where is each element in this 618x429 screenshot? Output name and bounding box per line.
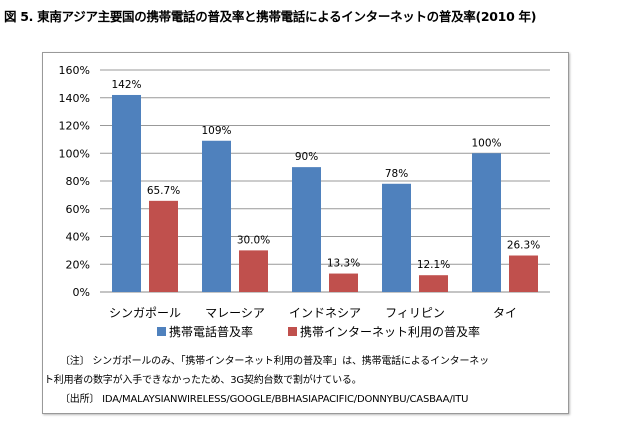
data-label: 100% — [471, 137, 501, 149]
bar-mobile — [202, 140, 231, 292]
chart-frame — [42, 52, 569, 414]
legend-label: 携帯インターネット利用の普及率 — [300, 324, 480, 339]
x-tick-label: マレーシア — [205, 306, 265, 320]
bar-internet — [509, 255, 538, 292]
bar-mobile — [292, 167, 321, 292]
y-tick-label: 0% — [73, 286, 90, 299]
note-line-1: 〔注〕 シンガポールのみ、「携帯インターネット利用の普及率」は、携帯電話によるイ… — [60, 356, 489, 367]
data-label: 90% — [295, 151, 318, 163]
y-tick-label: 40% — [66, 231, 90, 244]
x-tick-label: タイ — [493, 306, 517, 320]
figure-title: 図 5. 東南アジア主要国の携帯電話の普及率と携帯電話によるインターネットの普及… — [4, 9, 537, 24]
bar-internet — [239, 250, 268, 292]
bar-mobile — [472, 153, 501, 292]
legend-label: 携帯電話普及率 — [169, 324, 253, 339]
bar-internet — [419, 275, 448, 292]
x-tick-label: インドネシア — [289, 306, 361, 320]
y-tick-label: 140% — [59, 92, 90, 105]
x-tick-label: フィリピン — [385, 306, 445, 320]
legend-swatch — [157, 327, 166, 336]
y-tick-label: 80% — [66, 175, 90, 188]
data-label: 78% — [385, 168, 408, 180]
data-label: 30.0% — [237, 234, 270, 246]
y-tick-label: 60% — [66, 203, 90, 216]
source-note: 〔出所〕 IDA/MALAYSIANWIRELESS/GOOGLE/BBHASI… — [60, 394, 469, 405]
data-label: 65.7% — [147, 185, 180, 197]
x-tick-label: シンガポール — [109, 306, 181, 320]
bar-internet — [329, 273, 358, 292]
data-label: 12.1% — [417, 259, 450, 271]
y-tick-label: 100% — [59, 147, 90, 160]
bar-internet — [149, 200, 178, 292]
y-tick-label: 20% — [66, 258, 90, 271]
data-label: 26.3% — [507, 240, 540, 252]
note-line-2: ト利用者の数字が入手できなかったため、3G契約台数で割がけている。 — [44, 375, 362, 386]
legend-swatch — [288, 327, 297, 336]
bar-mobile — [382, 183, 411, 292]
y-tick-label: 120% — [59, 120, 90, 133]
data-label: 13.3% — [327, 258, 360, 270]
data-label: 142% — [111, 79, 141, 91]
bar-mobile — [112, 94, 141, 292]
y-tick-label: 160% — [59, 64, 90, 77]
data-label: 109% — [201, 125, 231, 137]
